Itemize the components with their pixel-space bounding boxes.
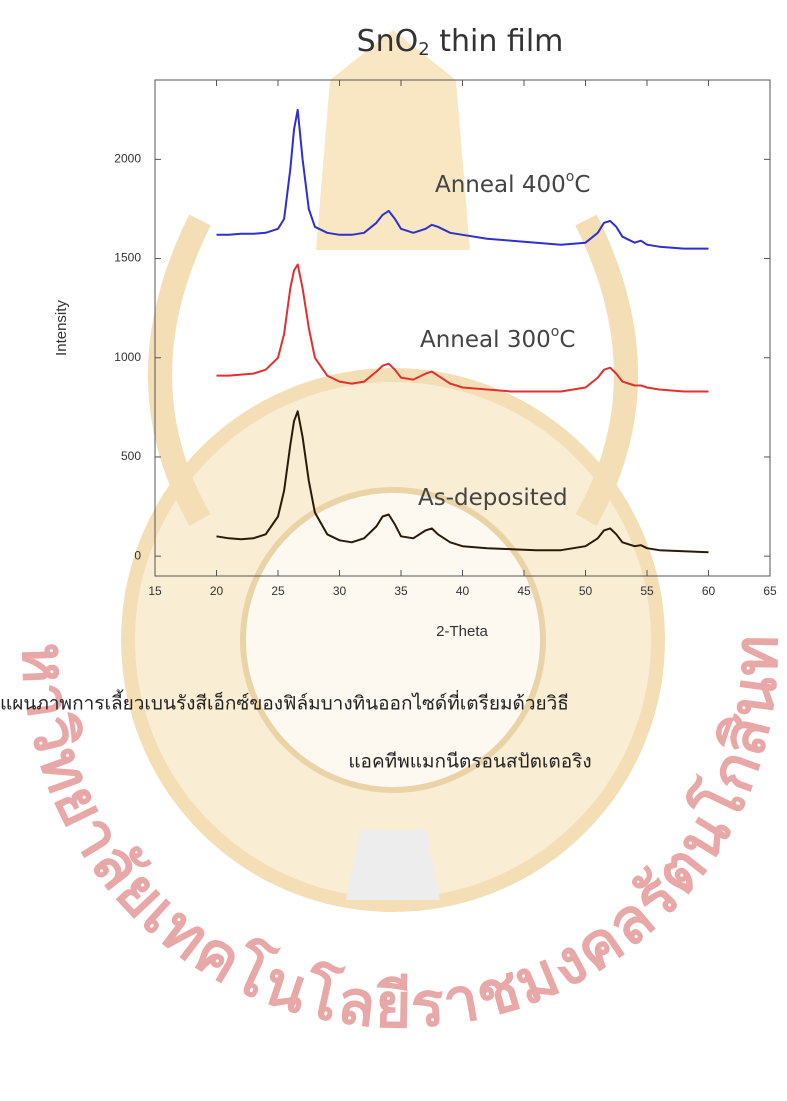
x-tick-label: 40 — [456, 584, 470, 598]
watermark-base — [346, 830, 440, 900]
annotation-part: Anneal 300 — [420, 327, 551, 353]
annotation: As-deposited — [418, 485, 568, 511]
y-tick-label: 500 — [121, 449, 141, 463]
chart-title: SnO2 thin film — [357, 24, 564, 61]
x-axis-title: 2-Theta — [436, 623, 488, 640]
x-tick-label: 65 — [763, 584, 777, 598]
title-part: thin film — [430, 24, 564, 59]
x-tick-label: 20 — [210, 584, 224, 598]
annotation-part: C — [559, 327, 575, 353]
annotation-part: C — [574, 172, 590, 198]
title-part: SnO — [357, 24, 419, 59]
y-axis-title: Intensity — [53, 300, 70, 356]
x-tick-label: 30 — [333, 584, 347, 598]
annotation-superscript: o — [566, 169, 575, 185]
x-tick-label: 35 — [394, 584, 408, 598]
page-canvas: มหาวิทยาลัยเทคโนโลยีราชมงคลรัตนโกสินทร์ … — [0, 0, 787, 1101]
annotation: Anneal 300oC — [420, 324, 575, 353]
x-tick-label: 50 — [579, 584, 593, 598]
annotation: Anneal 400oC — [435, 169, 590, 198]
caption-line: แผนภาพการเลี้ยวเบนรังสีเอ็กซ์ของฟิล์มบาง… — [0, 690, 569, 715]
annotation-part: As-deposited — [418, 485, 568, 511]
caption-line: แอคทีพแมกนีตรอนสปัตเตอริง — [348, 751, 591, 773]
page: {"watermark": "มหาวิทยาลัยเทคโนโลยีราชมง… — [0, 0, 787, 1101]
y-tick-label: 1500 — [114, 251, 141, 265]
y-tick-label: 1000 — [114, 350, 141, 364]
title-subscript: 2 — [418, 39, 429, 60]
y-tick-label: 2000 — [114, 152, 141, 166]
x-tick-label: 25 — [271, 584, 285, 598]
y-tick-label: 0 — [134, 548, 141, 562]
x-tick-label: 45 — [517, 584, 531, 598]
x-tick-label: 55 — [640, 584, 654, 598]
x-tick-label: 15 — [148, 584, 162, 598]
watermark-inner — [243, 490, 543, 790]
annotation-part: Anneal 400 — [435, 172, 566, 198]
annotation-superscript: o — [551, 324, 560, 340]
x-tick-label: 60 — [702, 584, 716, 598]
